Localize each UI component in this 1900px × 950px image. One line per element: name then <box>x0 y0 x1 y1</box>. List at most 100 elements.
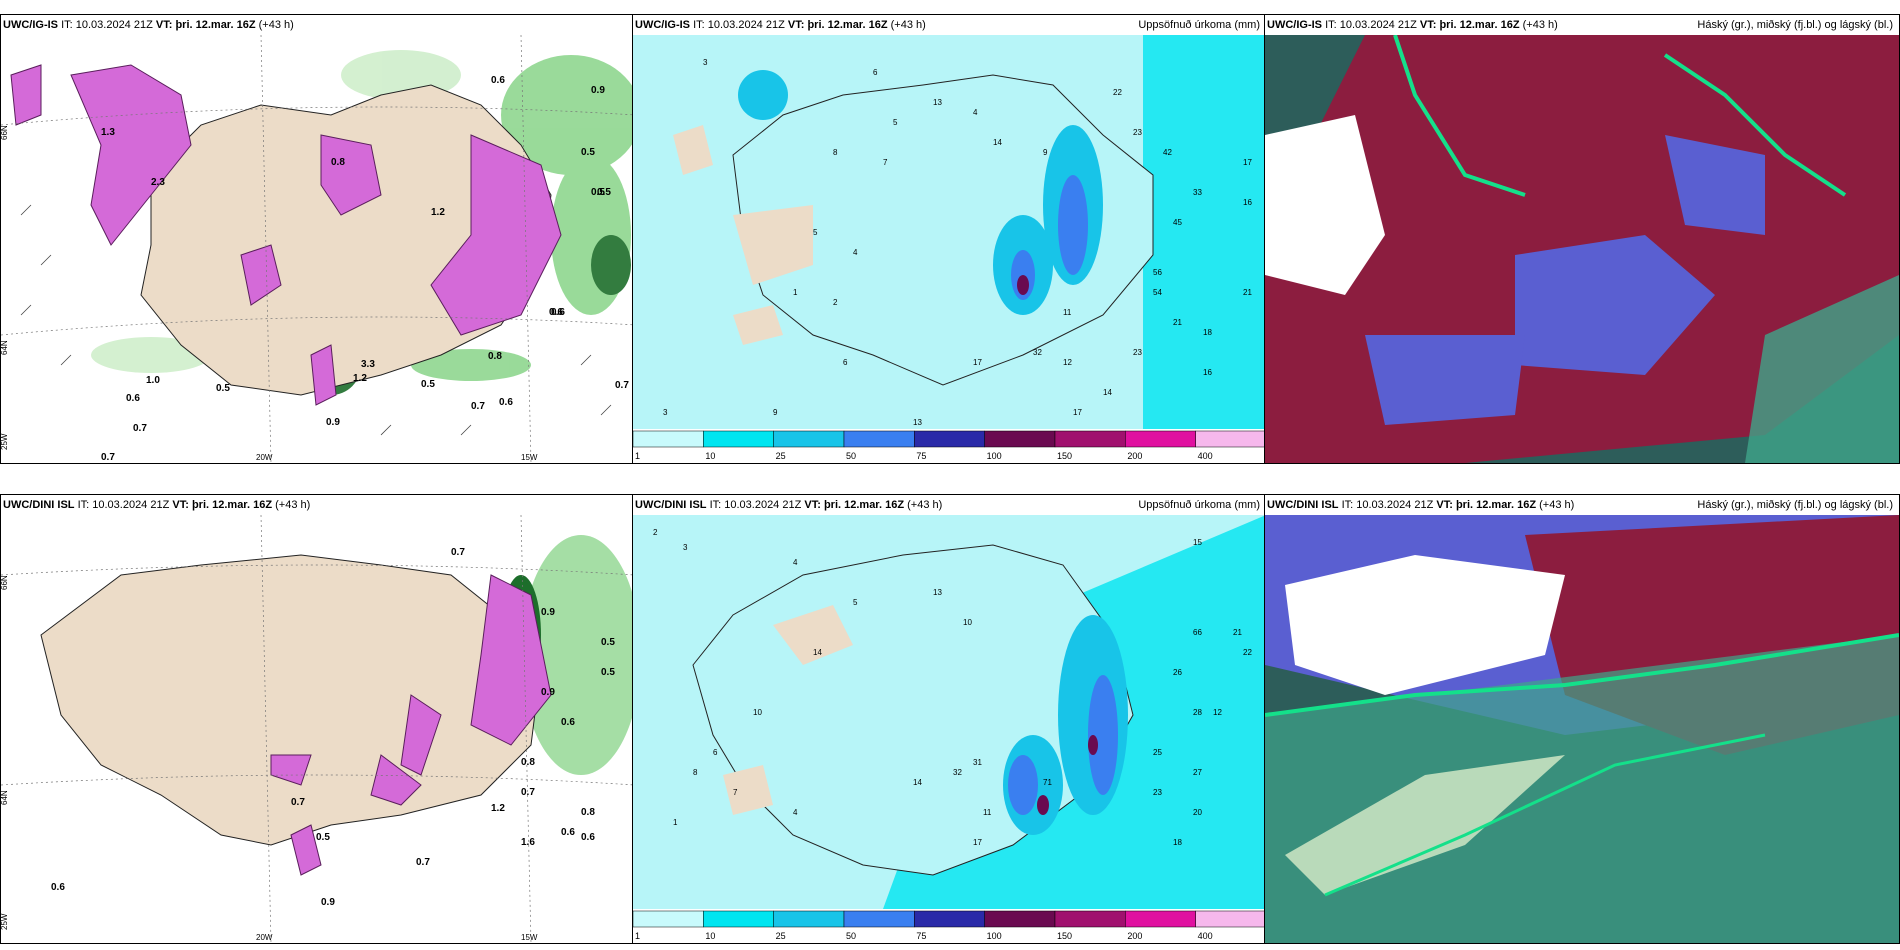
svg-text:23: 23 <box>1133 348 1142 357</box>
svg-text:0.7: 0.7 <box>451 547 465 558</box>
legend-swatch <box>1054 430 1126 448</box>
svg-text:0.9: 0.9 <box>541 607 555 618</box>
svg-text:31: 31 <box>973 758 982 767</box>
legend-tick-label: 75 <box>916 451 926 461</box>
legend-swatch <box>703 910 774 928</box>
svg-text:21: 21 <box>1233 628 1242 637</box>
svg-text:1.3: 1.3 <box>101 127 115 138</box>
panel-5: UWC/DINI ISL IT: 10.03.2024 21Z VT: þri.… <box>632 494 1267 944</box>
svg-text:2.3: 2.3 <box>151 177 165 188</box>
svg-text:0.5: 0.5 <box>601 667 615 678</box>
svg-text:0.5: 0.5 <box>421 379 435 390</box>
legend-swatch <box>1195 430 1266 448</box>
legend-tick-label: 25 <box>776 931 786 941</box>
precip-rate-map-top: 0.6 0.9 0.5 0.5 1.3 2.3 0.8 1.2 0.6 1.0 … <box>1 35 635 463</box>
legend-tick-label: 200 <box>1127 931 1142 941</box>
svg-text:0.6: 0.6 <box>561 827 575 838</box>
svg-text:0.8: 0.8 <box>521 757 535 768</box>
svg-text:0.7: 0.7 <box>521 787 535 798</box>
svg-text:0.5: 0.5 <box>601 637 615 648</box>
svg-text:0.5: 0.5 <box>316 832 330 843</box>
svg-text:0.5: 0.5 <box>597 187 611 198</box>
svg-text:17: 17 <box>973 358 982 367</box>
svg-text:14: 14 <box>913 778 922 787</box>
legend-tick-label: 1 <box>635 931 640 941</box>
svg-text:13: 13 <box>933 588 942 597</box>
svg-text:1: 1 <box>673 818 678 827</box>
svg-text:0.6: 0.6 <box>561 717 575 728</box>
svg-text:8: 8 <box>693 768 698 777</box>
svg-text:18: 18 <box>1203 328 1212 337</box>
svg-text:25W: 25W <box>1 913 9 930</box>
svg-text:14: 14 <box>993 138 1002 147</box>
svg-text:0.8: 0.8 <box>581 807 595 818</box>
svg-text:66N: 66N <box>1 575 9 590</box>
legend-swatch <box>1054 910 1126 928</box>
cloud-map-top <box>1265 35 1899 463</box>
svg-text:22: 22 <box>1243 648 1252 657</box>
legend-tick-label: 150 <box>1057 931 1072 941</box>
legend-swatch <box>843 430 915 448</box>
svg-text:0.7: 0.7 <box>101 452 115 463</box>
svg-text:0.8: 0.8 <box>488 351 502 362</box>
svg-text:14: 14 <box>1103 388 1112 397</box>
panel-4: UWC/DINI ISL IT: 10.03.2024 21Z VT: þri.… <box>0 494 636 944</box>
legend-swatch <box>633 430 704 448</box>
legend-tick-label: 1 <box>635 451 640 461</box>
svg-text:1.6: 1.6 <box>521 837 535 848</box>
legend-tick-label: 150 <box>1057 451 1072 461</box>
svg-text:0.7: 0.7 <box>471 401 485 412</box>
svg-text:3: 3 <box>663 408 668 417</box>
panel-header: UWC/DINI ISL IT: 10.03.2024 21Z VT: þri.… <box>1267 499 1893 511</box>
legend-swatch <box>633 910 704 928</box>
svg-text:17: 17 <box>1073 408 1082 417</box>
svg-text:4: 4 <box>973 108 978 117</box>
svg-text:0.9: 0.9 <box>326 417 340 428</box>
svg-text:33: 33 <box>1193 188 1202 197</box>
svg-text:0.6: 0.6 <box>499 397 513 408</box>
legend-swatch <box>914 910 985 928</box>
svg-text:0.7: 0.7 <box>416 857 430 868</box>
legend-tick-label: 50 <box>846 931 856 941</box>
svg-text:20: 20 <box>1193 808 1202 817</box>
svg-text:28: 28 <box>1193 708 1202 717</box>
svg-text:4: 4 <box>793 808 798 817</box>
svg-text:56: 56 <box>1153 268 1162 277</box>
svg-text:25W: 25W <box>1 433 9 450</box>
svg-text:0.6: 0.6 <box>491 75 505 86</box>
svg-text:71: 71 <box>1043 778 1052 787</box>
svg-text:2: 2 <box>653 528 658 537</box>
svg-text:8: 8 <box>833 148 838 157</box>
legend-tick-label: 75 <box>916 931 926 941</box>
legend-tick-label: 10 <box>705 451 715 461</box>
svg-text:4: 4 <box>853 248 858 257</box>
panel-header: UWC/IG-IS IT: 10.03.2024 21Z VT: þri. 12… <box>3 19 294 31</box>
legend-swatch <box>773 910 845 928</box>
svg-text:32: 32 <box>1033 348 1042 357</box>
svg-text:21: 21 <box>1173 318 1182 327</box>
cloud-map-bottom <box>1265 515 1899 943</box>
panel-header: UWC/DINI ISL IT: 10.03.2024 21Z VT: þri.… <box>635 499 1260 511</box>
svg-text:0.7: 0.7 <box>615 380 629 391</box>
svg-text:11: 11 <box>983 808 992 817</box>
panel-6: UWC/DINI ISL IT: 10.03.2024 21Z VT: þri.… <box>1264 494 1900 944</box>
svg-text:18: 18 <box>1173 838 1182 847</box>
legend-swatch <box>984 910 1056 928</box>
svg-text:3: 3 <box>683 543 688 552</box>
legend-tick-label: 400 <box>1198 931 1213 941</box>
panel-header: UWC/IG-IS IT: 10.03.2024 21Z VT: þri. 12… <box>635 19 1260 31</box>
svg-text:0.8: 0.8 <box>331 157 345 168</box>
svg-text:64N: 64N <box>1 790 9 805</box>
legend-tick-label: 200 <box>1127 451 1142 461</box>
svg-text:3: 3 <box>703 58 708 67</box>
legend-tick-label: 400 <box>1198 451 1213 461</box>
accum-precip-map-top: 3 6 13 4 5 14 22 9 23 42 33 17 16 21 45 … <box>633 35 1266 429</box>
svg-text:66N: 66N <box>1 125 9 140</box>
legend-tick-label: 100 <box>987 931 1002 941</box>
svg-text:14: 14 <box>813 648 822 657</box>
legend-tick-label: 50 <box>846 451 856 461</box>
svg-text:17: 17 <box>1243 158 1252 167</box>
svg-text:7: 7 <box>883 158 888 167</box>
svg-text:0.6: 0.6 <box>51 882 65 893</box>
svg-text:0.5: 0.5 <box>216 383 230 394</box>
